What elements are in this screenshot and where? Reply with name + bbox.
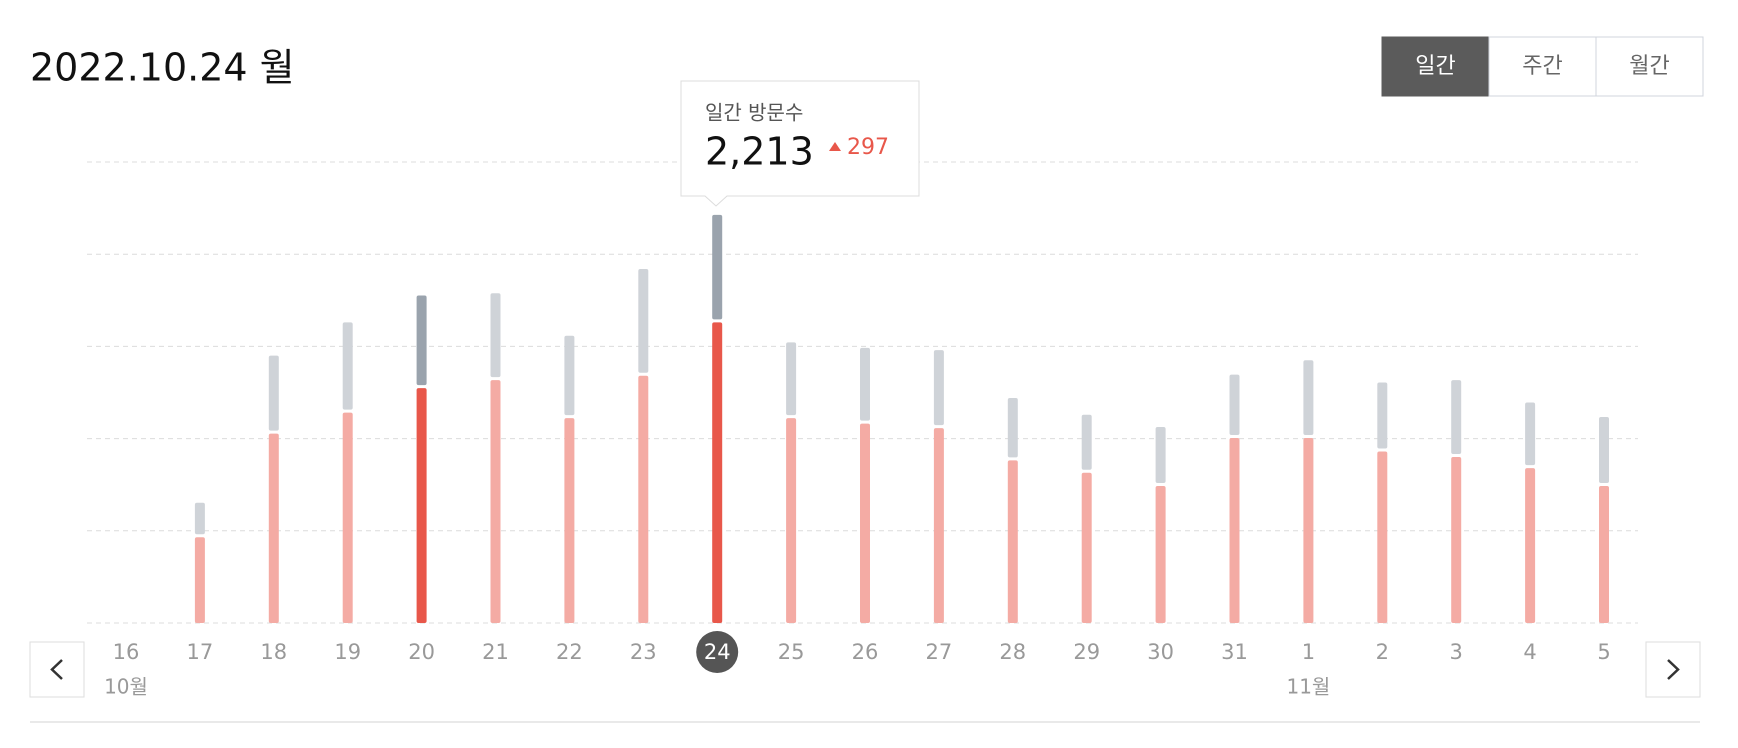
bar-segment — [1451, 380, 1462, 455]
bar-segment — [490, 380, 501, 623]
x-tick-label[interactable]: 3 — [1450, 640, 1463, 664]
bar-segment — [1081, 472, 1092, 623]
bar-segment — [1155, 426, 1166, 483]
x-tick-label[interactable]: 23 — [630, 640, 657, 664]
next-button[interactable] — [1645, 641, 1701, 698]
bar-segment — [1229, 374, 1240, 436]
next-arrow — [1667, 659, 1680, 680]
bar-segment — [194, 537, 205, 623]
bar-segment — [638, 375, 649, 623]
bar-segment — [712, 322, 723, 623]
bar-segment — [564, 335, 575, 416]
bar-segment — [860, 423, 870, 623]
x-tick-label[interactable]: 19 — [334, 640, 361, 664]
bar-segment — [564, 418, 575, 623]
bar-segment — [1303, 438, 1314, 623]
x-tick-label[interactable]: 18 — [260, 640, 287, 664]
bar-segment — [342, 412, 353, 623]
prev-button[interactable] — [29, 641, 85, 698]
bar-segment — [1451, 457, 1462, 623]
x-tick-label[interactable]: 17 — [187, 640, 214, 664]
bar-segment — [1007, 460, 1018, 623]
date-title: 2022.10.24 월 — [30, 46, 295, 90]
bar-segment — [1229, 438, 1240, 623]
x-tick-label[interactable]: 24 — [704, 640, 731, 664]
tooltip-change: 297 — [847, 135, 889, 160]
bar-segment — [1525, 468, 1536, 623]
bar-segment — [1525, 402, 1536, 466]
bar-segment — [786, 342, 797, 416]
bar-segment — [416, 295, 427, 386]
x-tick-label[interactable]: 31 — [1221, 640, 1248, 664]
bar-segment — [268, 355, 279, 431]
bar-segment — [1081, 414, 1092, 470]
bar-segment — [194, 502, 205, 535]
x-tick-label[interactable]: 28 — [999, 640, 1026, 664]
bar-segment — [1303, 360, 1314, 436]
bar-segment — [860, 347, 870, 421]
x-tick-label[interactable]: 22 — [556, 640, 583, 664]
bar-segment — [933, 350, 944, 426]
bar-segment — [1377, 382, 1388, 449]
x-tick-label[interactable]: 21 — [482, 640, 509, 664]
tooltip-value: 2,213 — [705, 130, 814, 174]
tab[interactable] — [1595, 36, 1704, 97]
x-tick-label[interactable]: 4 — [1523, 640, 1536, 664]
tab-label: 일간 — [1415, 54, 1455, 79]
x-tick-label[interactable]: 20 — [408, 640, 435, 664]
bar-segment — [268, 433, 279, 623]
x-tick-label[interactable]: 25 — [778, 640, 805, 664]
tooltip-box — [680, 80, 920, 207]
bar-segment — [1599, 417, 1609, 483]
bar-segment — [1007, 398, 1018, 458]
x-tick-label[interactable]: 26 — [852, 640, 879, 664]
x-tick-label[interactable]: 5 — [1597, 640, 1610, 664]
selected-marker[interactable] — [696, 631, 739, 673]
x-tick-label[interactable]: 27 — [926, 640, 953, 664]
bar-segment — [786, 418, 797, 623]
x-tick-label[interactable]: 29 — [1073, 640, 1100, 664]
bar-segment — [342, 322, 353, 410]
tab-label: 주간 — [1522, 54, 1562, 79]
tab-label: 월간 — [1629, 54, 1669, 79]
bar-segment — [1377, 451, 1388, 623]
tooltip: 일간 방문수 2,213 297 — [680, 80, 920, 207]
bar-segment — [490, 293, 501, 378]
bar-segment — [638, 268, 649, 373]
x-tick-label[interactable]: 30 — [1147, 640, 1174, 664]
x-tick-label[interactable]: 1 — [1302, 640, 1315, 664]
month-label: 11월 — [1286, 675, 1330, 699]
tab[interactable] — [1381, 36, 1490, 97]
month-label: 10월 — [104, 675, 148, 699]
tab-group: 일간 주간 월간 — [1381, 36, 1704, 97]
up-triangle — [829, 142, 841, 151]
x-tick-label[interactable]: 16 — [113, 640, 140, 664]
tab[interactable] — [1488, 36, 1597, 97]
bar-segment — [416, 388, 427, 623]
x-tick-label[interactable]: 2 — [1376, 640, 1389, 664]
tooltip-title: 일간 방문수 — [705, 101, 803, 125]
prev-arrow — [50, 659, 63, 680]
bar-segment — [712, 214, 723, 320]
bar-segment — [1599, 485, 1609, 623]
bar-segment — [1155, 485, 1166, 623]
bar-segment — [933, 428, 944, 623]
